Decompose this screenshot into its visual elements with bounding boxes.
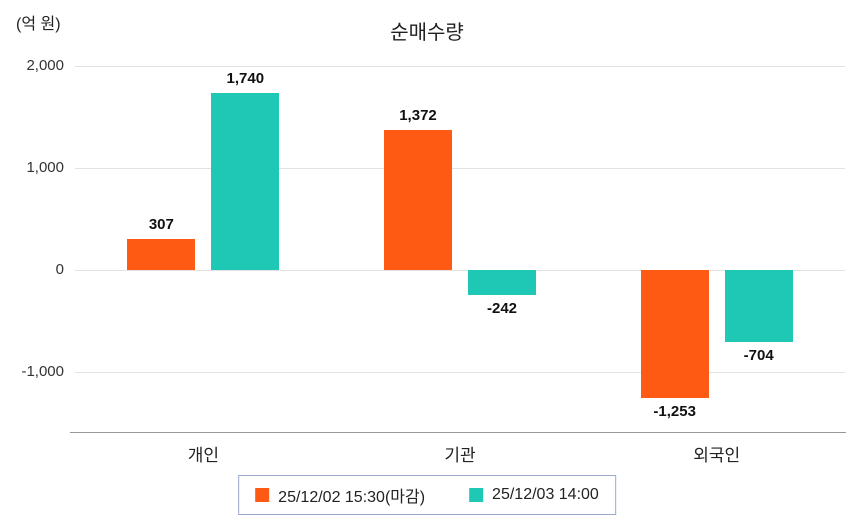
y-tick-label: 1,000 (26, 159, 64, 176)
gridline (75, 168, 845, 169)
y-axis-unit-label: (억 원) (16, 16, 61, 33)
legend-item: 25/12/03 14:00 (469, 486, 599, 504)
y-tick-label: 2,000 (26, 57, 64, 74)
x-axis-line (70, 432, 846, 433)
y-tick-label: 0 (55, 261, 64, 278)
legend-label: 25/12/02 15:30(마감) (278, 489, 426, 506)
legend-label: 25/12/03 14:00 (492, 486, 599, 503)
bar-value-label: -1,253 (653, 402, 696, 420)
bar (640, 270, 709, 398)
bar (211, 92, 280, 270)
bar-value-label: 1,740 (226, 69, 265, 87)
bar-value-label: 307 (148, 215, 174, 233)
legend-swatch (255, 488, 270, 502)
legend-swatch (469, 488, 484, 502)
legend: 25/12/02 15:30(마감) 25/12/03 14:00 (238, 475, 616, 515)
y-tick-label: -1,000 (21, 363, 64, 380)
bar-value-label: 1,372 (399, 107, 437, 125)
gridline (75, 66, 845, 67)
bar-value-label: -704 (743, 346, 774, 364)
x-category-label: 외국인 (693, 446, 741, 465)
x-category-label: 기관 (444, 446, 476, 465)
x-category-label: 개인 (187, 446, 219, 465)
gridline (75, 372, 845, 373)
bar (127, 238, 196, 270)
gridline (75, 270, 845, 271)
bar (468, 270, 536, 295)
bar-value-label: -242 (486, 299, 518, 317)
legend-item: 25/12/02 15:30(마감) (255, 483, 425, 507)
bar (384, 130, 452, 270)
chart-title: 순매수량 (390, 22, 464, 44)
bar (724, 270, 793, 342)
